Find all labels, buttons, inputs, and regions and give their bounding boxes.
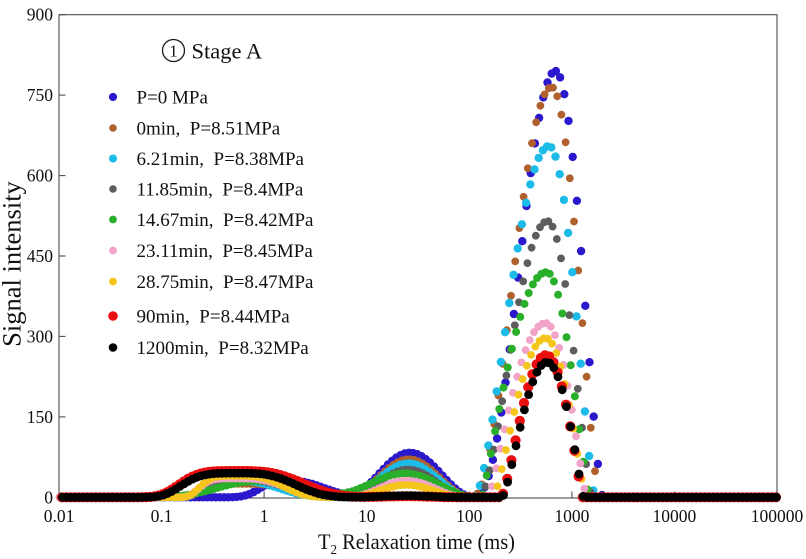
svg-text:T2 Relaxation time (ms): T2 Relaxation time (ms) [318,529,515,558]
svg-text:6.21min, P=8.38MPa: 6.21min, P=8.38MPa [137,149,305,170]
svg-text:10000: 10000 [653,506,697,526]
svg-text:Signal intensity: Signal intensity [0,180,27,346]
svg-text:28.75min, P=8.47MPa: 28.75min, P=8.47MPa [137,272,315,293]
svg-text:100000: 100000 [751,506,804,526]
svg-text:1000: 1000 [554,506,589,526]
svg-text:450: 450 [27,246,54,266]
svg-text:11.85min, P=8.4MPa: 11.85min, P=8.4MPa [137,180,304,201]
svg-text:600: 600 [27,166,54,186]
svg-text:300: 300 [27,326,54,346]
svg-text:90min, P=8.44MPa: 90min, P=8.44MPa [137,307,291,328]
svg-text:100: 100 [456,506,483,526]
svg-text:0: 0 [44,487,53,507]
svg-text:0min, P=8.51MPa: 0min, P=8.51MPa [137,119,281,140]
svg-text:1: 1 [169,42,178,61]
svg-text:23.11min, P=8.45MPa: 23.11min, P=8.45MPa [137,241,314,262]
svg-text:10: 10 [358,506,376,526]
svg-text:150: 150 [27,407,54,427]
svg-text:14.67min, P=8.42MPa: 14.67min, P=8.42MPa [137,210,315,231]
svg-text:1: 1 [260,506,269,526]
svg-text:900: 900 [27,5,54,25]
svg-text:0.1: 0.1 [151,506,173,526]
svg-text:Stage A: Stage A [192,39,263,64]
svg-text:750: 750 [27,85,54,105]
svg-text:1200min, P=8.32MPa: 1200min, P=8.32MPa [137,338,310,359]
svg-text:P=0 MPa: P=0 MPa [137,88,209,109]
svg-text:0.01: 0.01 [44,506,75,526]
